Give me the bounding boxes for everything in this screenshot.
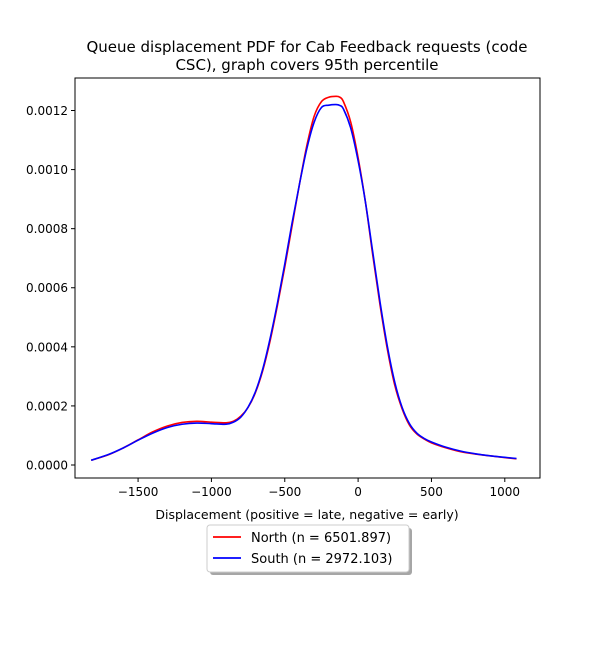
- legend-box: [206, 524, 410, 573]
- legend: North (n = 6501.897) South (n = 2972.103…: [206, 524, 412, 575]
- chart-title-line-1: Queue displacement PDF for Cab Feedback …: [86, 38, 527, 56]
- y-tick-label: 0.0006: [26, 281, 68, 295]
- x-tick-label: 500: [420, 485, 443, 499]
- y-tick-label: 0.0012: [26, 104, 68, 118]
- plot-area: [75, 78, 540, 478]
- y-tick-label: 0.0010: [26, 163, 68, 177]
- x-tick-label: 1000: [490, 485, 521, 499]
- x-axis: −1500 −1000 −500 0 500 1000: [118, 478, 520, 499]
- y-tick-label: 0.0004: [26, 340, 68, 354]
- y-tick-label: 0.0002: [26, 399, 68, 413]
- x-tick-label: −500: [268, 485, 301, 499]
- x-axis-label: Displacement (positive = late, negative …: [155, 507, 458, 522]
- x-tick-label: −1000: [191, 485, 232, 499]
- plot-frame: [74, 77, 541, 479]
- y-tick-label: 0.0008: [26, 222, 68, 236]
- series-line-south: [90, 103, 517, 462]
- x-tick-label: −1500: [118, 485, 159, 499]
- chart-title-line-2: CSC), graph covers 95th percentile: [175, 56, 438, 74]
- series-layer: [90, 95, 517, 462]
- y-tick-label: 0.0000: [26, 459, 68, 473]
- legend-label-south: South (n = 2972.103): [251, 552, 392, 567]
- y-axis: 0.0000 0.0002 0.0004 0.0006 0.0008 0.0010 0.00…: [26, 104, 75, 473]
- legend-label-north: North (n = 6501.897): [251, 531, 391, 546]
- x-tick-label: 0: [354, 485, 362, 499]
